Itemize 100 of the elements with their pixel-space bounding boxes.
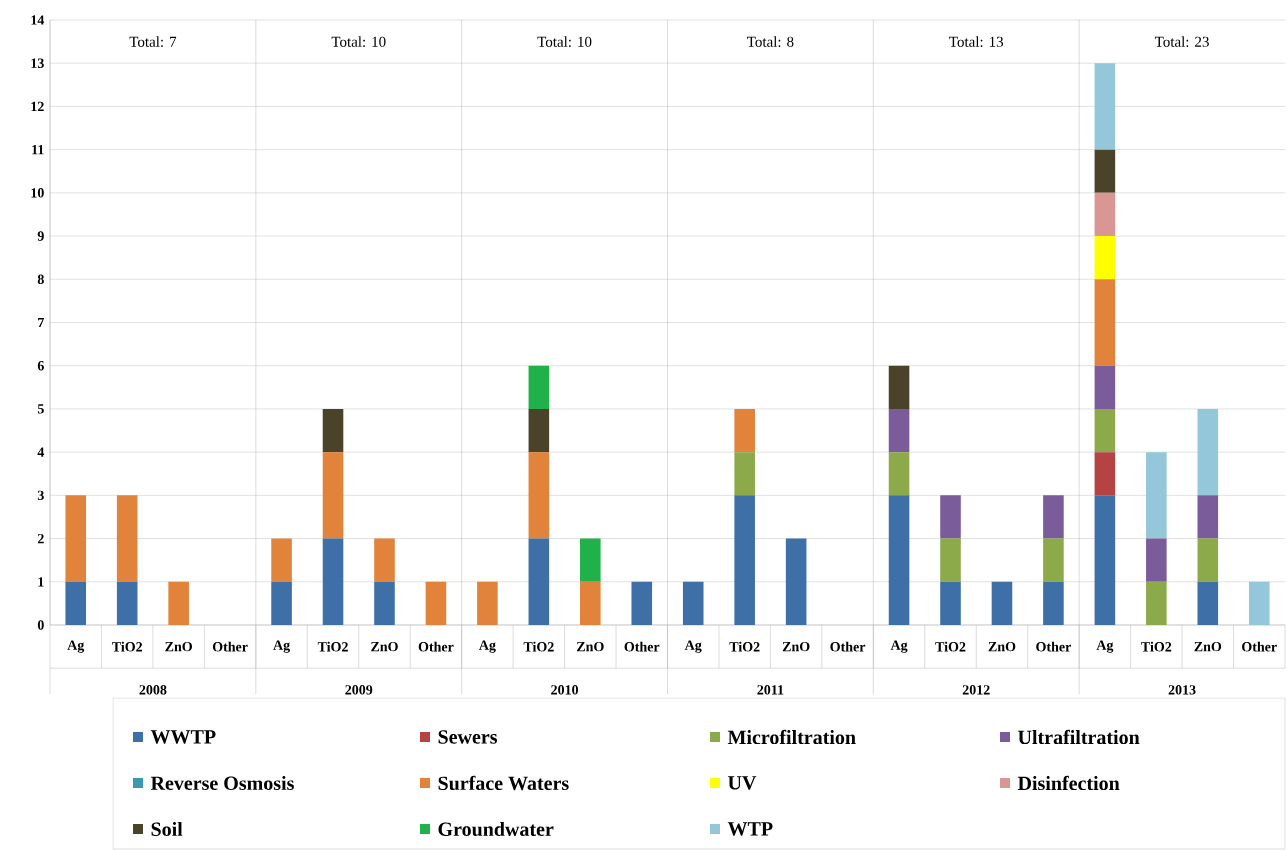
x-tick-label: Other bbox=[1036, 641, 1072, 652]
bar bbox=[682, 581, 704, 625]
text: 2009 bbox=[345, 685, 373, 695]
bar bbox=[1197, 408, 1219, 496]
y-tick-label: 8 bbox=[37, 274, 44, 284]
y-tick-label: 0 bbox=[37, 620, 44, 630]
bar bbox=[734, 408, 755, 453]
bar bbox=[734, 452, 755, 496]
bar bbox=[940, 495, 961, 539]
bar bbox=[271, 581, 292, 625]
x-tick-label: TiO2 bbox=[935, 641, 966, 652]
y-tick-label: 9 bbox=[37, 231, 44, 241]
bar bbox=[888, 365, 910, 409]
annotation: Total: 10 bbox=[331, 36, 386, 47]
x-tick-label: Ag bbox=[890, 640, 908, 653]
bar bbox=[116, 495, 138, 582]
bar bbox=[785, 538, 807, 625]
bar bbox=[528, 365, 550, 409]
bar bbox=[168, 581, 189, 625]
bar bbox=[528, 408, 550, 453]
text: 2013 bbox=[1168, 685, 1196, 695]
bar bbox=[1094, 279, 1116, 366]
bar bbox=[1094, 192, 1116, 237]
x-tick-label: Ag bbox=[67, 640, 85, 653]
bar bbox=[425, 581, 447, 625]
x-tick-label: Other bbox=[212, 641, 248, 652]
bar bbox=[322, 538, 344, 625]
bar bbox=[65, 495, 87, 582]
bar bbox=[65, 581, 87, 625]
bar bbox=[374, 538, 395, 582]
bar bbox=[1094, 495, 1116, 625]
bar bbox=[1146, 538, 1167, 582]
x-tick-label: Other bbox=[830, 641, 866, 652]
bar bbox=[1094, 63, 1116, 150]
x-tick-label: Ag bbox=[1096, 640, 1114, 653]
legend-label: Microfiltration bbox=[727, 729, 856, 745]
bar bbox=[1197, 538, 1219, 582]
y-tick-label: 5 bbox=[37, 404, 44, 414]
x-tick-label: ZnO bbox=[165, 641, 192, 652]
legend-label: Soil bbox=[151, 821, 183, 837]
x-tick-label: ZnO bbox=[371, 641, 398, 652]
bar bbox=[116, 581, 138, 625]
x-tick-label: Ag bbox=[273, 640, 290, 653]
bar bbox=[580, 581, 601, 625]
x-tick-label: TiO2 bbox=[111, 641, 143, 652]
bar bbox=[991, 581, 1013, 625]
annotation: Total: 13 bbox=[949, 36, 1004, 47]
y-tick-label: 10 bbox=[31, 188, 44, 198]
bar bbox=[888, 495, 910, 625]
y-tick-label: 4 bbox=[37, 447, 45, 457]
legend-label: Surface Waters bbox=[438, 775, 569, 791]
bar bbox=[1094, 236, 1116, 280]
bar bbox=[1094, 149, 1116, 193]
annotation: Total: 8 bbox=[747, 36, 794, 47]
y-tick-label: 2 bbox=[37, 533, 44, 544]
bar bbox=[940, 538, 961, 582]
x-tick-label: ZnO bbox=[576, 641, 604, 652]
legend-label: Disinfection bbox=[1017, 775, 1120, 791]
y-tick-label: 3 bbox=[37, 490, 44, 501]
x-tick-label: Other bbox=[624, 641, 660, 652]
x-tick-label: ZnO bbox=[782, 641, 810, 652]
y-tick-label: 12 bbox=[31, 101, 44, 112]
bar bbox=[322, 408, 344, 453]
bar bbox=[1043, 538, 1064, 582]
bar bbox=[888, 408, 910, 453]
bar bbox=[1094, 452, 1116, 496]
x-tick-label: ZnO bbox=[988, 641, 1016, 652]
bar bbox=[1043, 495, 1064, 539]
x-tick-label: ZnO bbox=[1194, 641, 1222, 652]
bar bbox=[940, 581, 961, 625]
y-tick-label: 11 bbox=[32, 145, 44, 155]
x-tick-label: TiO2 bbox=[1141, 641, 1172, 652]
text: 2008 bbox=[139, 685, 167, 695]
legend-label: Ultrafiltration bbox=[1018, 729, 1140, 745]
x-tick-label: Ag bbox=[684, 640, 702, 653]
x-tick-label: TiO2 bbox=[317, 641, 348, 652]
y-tick-label: 6 bbox=[37, 361, 44, 371]
bar bbox=[271, 538, 292, 582]
bar bbox=[322, 452, 344, 539]
x-tick-label: Ag bbox=[478, 640, 496, 653]
legend-label: Sewers bbox=[438, 730, 498, 744]
x-tick-label: TiO2 bbox=[729, 641, 760, 652]
bar bbox=[374, 581, 395, 625]
bar bbox=[1043, 581, 1064, 625]
x-tick-label: TiO2 bbox=[523, 641, 554, 652]
bar bbox=[734, 495, 755, 625]
legend-label: WWTP bbox=[150, 730, 216, 744]
annotation: Total: 10 bbox=[537, 36, 592, 47]
legend-label: UV bbox=[728, 776, 757, 790]
annotation: Total: 23 bbox=[1154, 36, 1209, 47]
bar bbox=[528, 538, 550, 625]
bar bbox=[1146, 581, 1167, 625]
bar bbox=[1197, 495, 1219, 539]
legend-label: Groundwater bbox=[438, 821, 554, 837]
annotation: Total: 7 bbox=[129, 36, 177, 47]
legend-label: WTP bbox=[727, 822, 773, 836]
bar bbox=[1197, 581, 1219, 625]
bar bbox=[580, 538, 601, 582]
bar bbox=[528, 452, 550, 539]
y-tick-label: 1 bbox=[38, 577, 44, 587]
